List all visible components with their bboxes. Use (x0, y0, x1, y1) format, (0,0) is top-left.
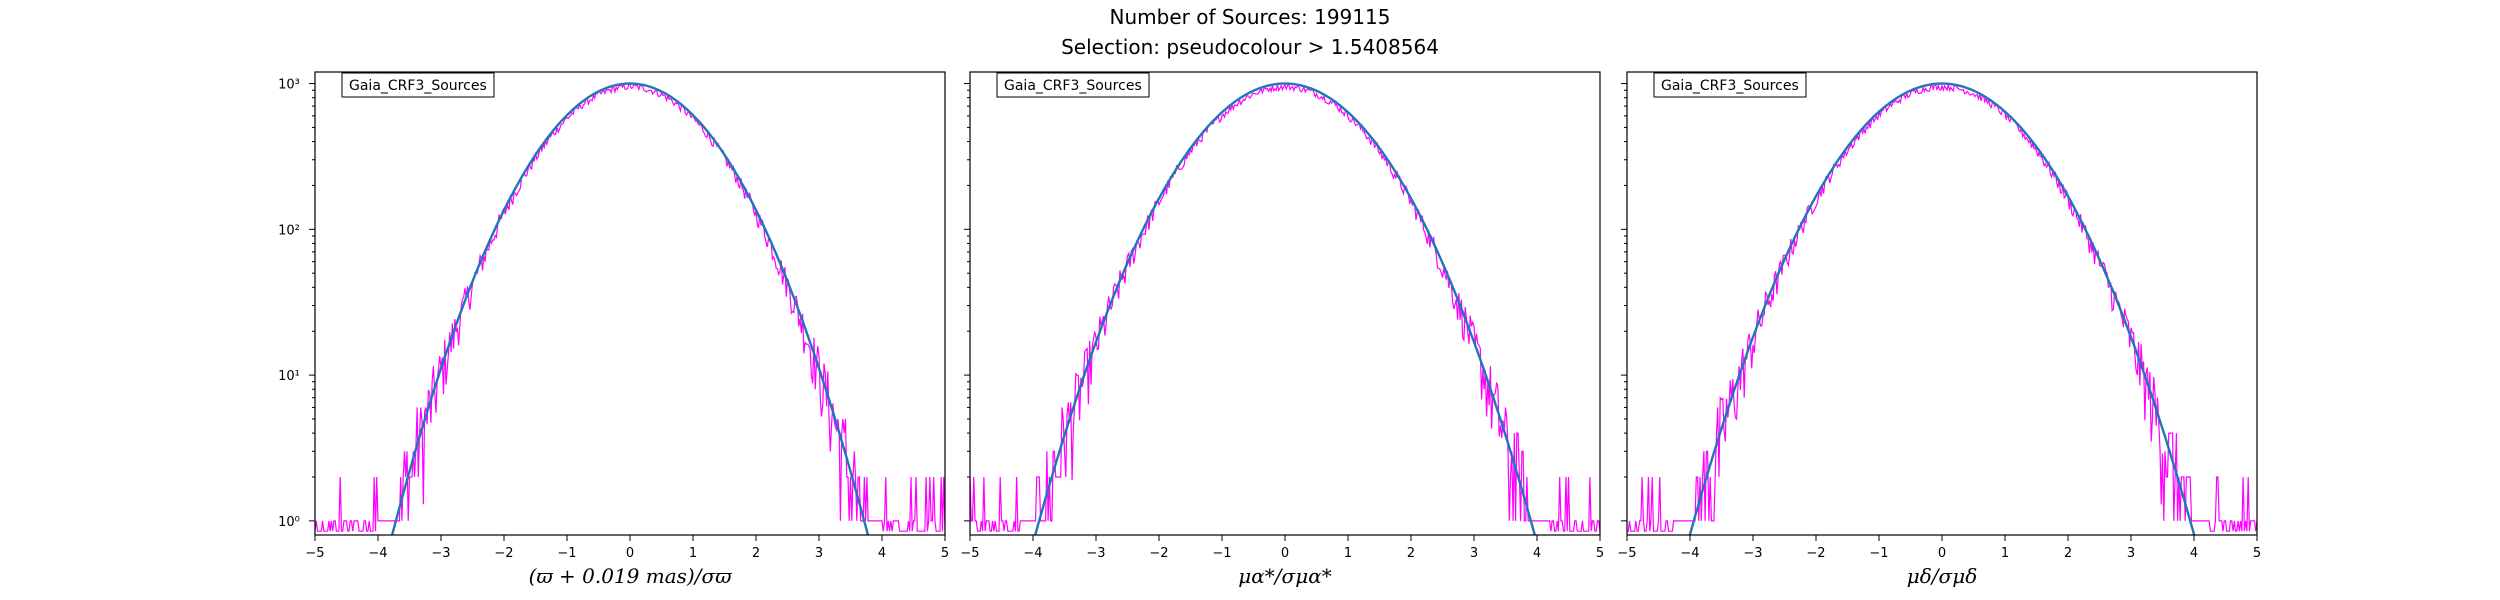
x-tick-label: −4 (368, 546, 387, 561)
x-tick-label: 1 (689, 546, 697, 561)
x-tick-label: −1 (1869, 546, 1888, 561)
legend: Gaia_CRF3_Sources (1653, 72, 1807, 98)
y-tick-label: 10¹ (278, 369, 300, 384)
chart-panel-3: −5 −4 −3 −2 −1 0 1 2 3 4 5 Gaia_CRF3_Sources μδ/σμδ (1617, 71, 2261, 588)
chart-panel-1: −5 −4 −3 −2 −1 0 1 2 3 4 5 10⁰ 10¹ 10² 10³ Gaia_CRF3_So… (278, 71, 949, 588)
y-tick-label: 10² (278, 223, 300, 238)
x-tick-label: −4 (1023, 546, 1042, 561)
x-tick-label: 1 (2001, 546, 2009, 561)
x-tick-label: 3 (2127, 546, 2135, 561)
x-tick-label: 3 (815, 546, 823, 561)
x-tick-label: 2 (2064, 546, 2072, 561)
histogram-line (315, 83, 945, 532)
x-tick-label: 5 (941, 546, 949, 561)
y-tick-label: 10³ (278, 78, 300, 93)
x-tick-label: 0 (626, 546, 634, 561)
y-tick-label: 10⁰ (278, 515, 300, 530)
x-tick-label: 0 (1281, 546, 1289, 561)
x-tick-label: 3 (1470, 546, 1478, 561)
x-tick-label: −2 (1149, 546, 1168, 561)
x-tick-label: −2 (494, 546, 513, 561)
x-tick-label: −5 (1617, 546, 1636, 561)
x-axis-label: μα*/σμα* (1238, 564, 1331, 588)
x-tick-label: 4 (1533, 546, 1541, 561)
x-tick-label: 5 (2253, 546, 2261, 561)
x-tick-label: −5 (960, 546, 979, 561)
x-axis-label: (ϖ + 0.019 mas)/σϖ (529, 564, 733, 588)
figure-title: Number of Sources: 199115 (1109, 5, 1391, 29)
x-tick-label: 4 (2190, 546, 2198, 561)
legend: Gaia_CRF3_Sources (996, 72, 1150, 98)
legend-label: Gaia_CRF3_Sources (349, 78, 487, 94)
x-tick-label: −3 (431, 546, 450, 561)
x-axis-label: μδ/σμδ (1907, 564, 1977, 588)
x-tick-label: −4 (1680, 546, 1699, 561)
x-tick-label: −3 (1086, 546, 1105, 561)
histogram-line (970, 83, 1600, 532)
gaussian-fit-line (390, 82, 870, 535)
x-tick-label: 2 (752, 546, 760, 561)
x-tick-label: −3 (1743, 546, 1762, 561)
x-tick-label: 2 (1407, 546, 1415, 561)
x-tick-label: −5 (305, 546, 324, 561)
gaussian-fit-line (1033, 82, 1537, 535)
x-tick-label: −1 (1212, 546, 1231, 561)
histogram-series (1627, 82, 2257, 532)
axes-frame (314, 71, 946, 536)
legend-label: Gaia_CRF3_Sources (1004, 78, 1142, 94)
gaussian-fit-line (1688, 82, 2196, 535)
histogram-series (315, 83, 945, 532)
chart-panel-2: −5 −4 −3 −2 −1 0 1 2 3 4 5 Gaia_CRF3_Sources μα*/σμα… (960, 71, 1604, 588)
x-tick-label: 0 (1938, 546, 1946, 561)
figure-subtitle: Selection: pseudocolour > 1.5408564 (1061, 35, 1439, 59)
histogram-line (1627, 82, 2257, 532)
x-tick-label: −2 (1806, 546, 1825, 561)
x-tick-label: 4 (878, 546, 886, 561)
histogram-series (970, 83, 1600, 532)
legend-label: Gaia_CRF3_Sources (1661, 78, 1799, 94)
x-tick-label: −1 (557, 546, 576, 561)
legend: Gaia_CRF3_Sources (341, 72, 495, 98)
x-tick-label: 1 (1344, 546, 1352, 561)
x-tick-label: 5 (1596, 546, 1604, 561)
axes-frame (969, 71, 1601, 536)
